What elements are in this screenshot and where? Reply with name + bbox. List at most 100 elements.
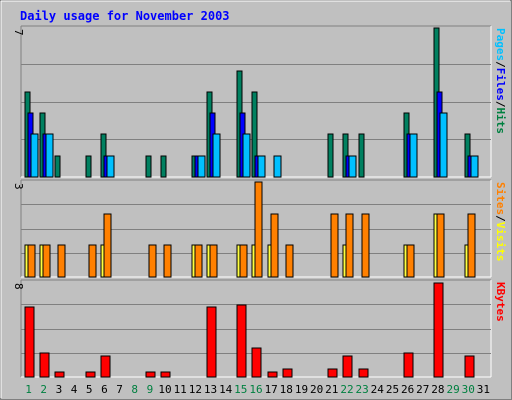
bar-pages-day-13	[212, 133, 221, 178]
panel-kbytes: 8 KBytes	[12, 279, 507, 378]
x-tick-label: 24	[371, 383, 385, 396]
x-tick-label: 19	[295, 383, 308, 396]
bar-sites-day-6	[103, 213, 112, 278]
x-tick-label: 7	[116, 383, 123, 396]
bar-kbytes-day-26	[403, 352, 414, 378]
bar-kbytes-day-5	[85, 371, 96, 378]
bar-kbytes-day-3	[54, 371, 65, 378]
bar-kbytes-day-9	[145, 371, 156, 378]
x-tick-label: 2	[40, 383, 47, 396]
bar-sites-day-28	[436, 213, 445, 278]
bar-sites-day-18	[285, 244, 294, 278]
bar-pages-day-30	[470, 155, 479, 178]
bar-sites-day-2	[42, 244, 51, 278]
legend-entry: Files	[494, 68, 507, 101]
bar-kbytes-day-22	[342, 355, 353, 378]
bar-sites-day-12	[194, 244, 203, 278]
bar-hits-day-10	[160, 155, 167, 178]
x-tick-label: 11	[174, 383, 187, 396]
bar-hits-day-21	[327, 133, 334, 178]
x-tick-label: 6	[101, 383, 108, 396]
x-tick-label: 22	[340, 383, 353, 396]
legend-entry: Visits	[494, 222, 507, 262]
bar-hits-day-5	[85, 155, 92, 178]
bar-hits-day-23	[358, 133, 365, 178]
x-tick-label: 25	[386, 383, 399, 396]
x-tick-label: 16	[249, 383, 262, 396]
x-tick-label: 8	[131, 383, 138, 396]
bar-pages-day-12	[197, 155, 206, 178]
bar-sites-day-5	[88, 244, 97, 278]
chart-title: Daily usage for November 2003	[20, 9, 230, 23]
bar-kbytes-day-6	[100, 355, 111, 378]
bar-pages-day-6	[106, 155, 115, 178]
bar-sites-day-30	[467, 213, 476, 278]
panel-legend: KBytes	[494, 282, 507, 322]
bar-pages-day-2	[45, 133, 54, 178]
bar-kbytes-day-13	[206, 306, 217, 378]
bar-kbytes-day-17	[267, 371, 278, 378]
bar-kbytes-day-15	[236, 304, 247, 378]
x-tick-label: 14	[219, 383, 233, 396]
bar-kbytes-day-2	[39, 352, 50, 378]
bar-sites-day-23	[361, 213, 370, 278]
legend-entry: Pages	[494, 28, 507, 61]
legend-entry: /	[494, 61, 507, 68]
bar-kbytes-day-23	[358, 368, 369, 378]
bar-pages-day-22	[348, 155, 357, 178]
bar-pages-day-1	[30, 133, 39, 178]
y-max-label: 8	[12, 283, 25, 290]
panel-legend: Pages/Files/Hits	[494, 28, 507, 134]
x-tick-label: 12	[189, 383, 202, 396]
legend-entry: Sites	[494, 182, 507, 215]
bar-pages-day-17	[273, 155, 282, 178]
panel-legend: Sites/Visits	[494, 182, 507, 262]
bar-sites-day-3	[57, 244, 66, 278]
bar-kbytes-day-10	[160, 371, 171, 378]
bar-sites-day-26	[406, 244, 415, 278]
x-tick-label: 30	[462, 383, 475, 396]
bar-pages-day-26	[409, 133, 418, 178]
bar-kbytes-day-18	[282, 368, 293, 378]
bar-hits-day-3	[54, 155, 61, 178]
x-tick-label: 29	[446, 383, 459, 396]
x-tick-label: 4	[71, 383, 78, 396]
bar-kbytes-day-28	[433, 282, 444, 378]
legend-entry: /	[494, 215, 507, 222]
x-tick-label: 1	[25, 383, 32, 396]
x-tick-label: 26	[401, 383, 414, 396]
bar-pages-day-16	[257, 155, 266, 178]
x-tick-label: 28	[431, 383, 444, 396]
bar-sites-day-16	[254, 181, 263, 278]
legend-entry: KBytes	[494, 282, 507, 322]
bar-kbytes-day-30	[464, 355, 475, 378]
y-max-label: 7	[12, 29, 25, 36]
panel-visits: 3 Sites/Visits	[12, 179, 507, 278]
bar-sites-day-13	[209, 244, 218, 278]
x-tick-label: 5	[86, 383, 93, 396]
bar-sites-day-21	[330, 213, 339, 278]
bar-sites-day-9	[148, 244, 157, 278]
x-tick-label: 3	[56, 383, 63, 396]
x-tick-label: 21	[325, 383, 338, 396]
x-tick-label: 18	[280, 383, 293, 396]
x-tick-label: 10	[158, 383, 171, 396]
bar-sites-day-1	[27, 244, 36, 278]
x-tick-label: 15	[234, 383, 247, 396]
x-axis-day-labels: 1 2 3 4 5 6 7 8 9 10 11 12 13 14 15 16 17 18 19 20 21 22 23 24 2…	[25, 383, 490, 396]
x-tick-label: 9	[147, 383, 154, 396]
y-max-label: 3	[12, 183, 25, 190]
legend-entry: /	[494, 101, 507, 108]
bar-hits-day-9	[145, 155, 152, 178]
x-tick-label: 23	[355, 383, 368, 396]
x-tick-label: 31	[477, 383, 490, 396]
legend-entry: Hits	[494, 108, 507, 135]
bar-pages-day-28	[439, 112, 448, 178]
panel-hits: 7 Pages/Files/Hits	[12, 25, 507, 178]
x-tick-label: 13	[204, 383, 217, 396]
bar-sites-day-22	[345, 213, 354, 278]
bar-sites-day-10	[163, 244, 172, 278]
bar-pages-day-15	[242, 133, 251, 178]
